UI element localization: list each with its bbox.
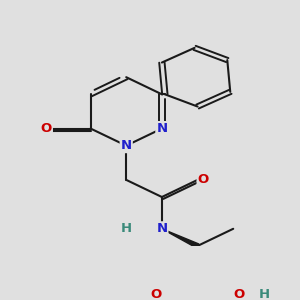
Text: H: H [121, 222, 132, 235]
Text: O: O [198, 173, 209, 186]
Text: N: N [121, 139, 132, 152]
Text: N: N [156, 222, 167, 235]
Text: O: O [41, 122, 52, 135]
Text: O: O [233, 288, 244, 300]
Text: O: O [151, 288, 162, 300]
Polygon shape [162, 229, 199, 248]
Text: H: H [259, 288, 270, 300]
Text: N: N [156, 122, 167, 135]
